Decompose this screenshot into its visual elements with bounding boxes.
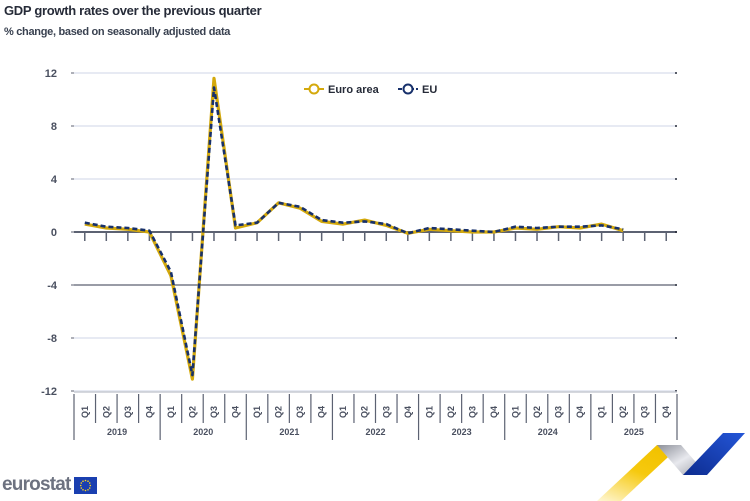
quarter-label: Q2 bbox=[274, 406, 284, 418]
quarter-label: Q1 bbox=[510, 406, 520, 418]
quarter-label: Q3 bbox=[554, 406, 564, 418]
y-tick-label: 12 bbox=[45, 68, 57, 80]
y-tick-label: 4 bbox=[51, 174, 58, 186]
legend-marker-icon bbox=[402, 83, 414, 95]
quarter-label: Q3 bbox=[640, 406, 650, 418]
quarter-label: Q1 bbox=[252, 406, 262, 418]
logo-text: eurostat bbox=[2, 474, 71, 495]
chart-subtitle: % change, based on seasonally adjusted d… bbox=[4, 26, 231, 38]
quarter-label: Q1 bbox=[338, 406, 348, 418]
quarter-label: Q3 bbox=[295, 406, 305, 418]
y-tick-label: -4 bbox=[47, 280, 58, 292]
quarter-label: Q4 bbox=[317, 406, 327, 418]
series-lines bbox=[84, 76, 624, 381]
year-label: 2025 bbox=[624, 427, 644, 437]
series-line-eu bbox=[84, 86, 624, 377]
year-label: 2023 bbox=[452, 427, 472, 437]
y-tick-label: -12 bbox=[41, 386, 57, 398]
quarter-label: Q2 bbox=[360, 406, 370, 418]
legend-label: EU bbox=[422, 84, 437, 96]
quarter-label: Q1 bbox=[424, 406, 434, 418]
quarter-label: Q1 bbox=[80, 406, 90, 418]
gridlines bbox=[71, 72, 677, 392]
legend-label: Euro area bbox=[328, 84, 380, 96]
quarter-label: Q2 bbox=[101, 406, 111, 418]
year-label: 2021 bbox=[279, 427, 299, 437]
quarter-label: Q4 bbox=[489, 406, 499, 418]
x-axis: Q1 Q2 Q3 Q4 Q1 Q2 Q3 Q4 Q1 Q2 Q3 Q4 Q1 Q2 Q3 Q4 Q1 Q2 Q3 Q4… bbox=[73, 391, 678, 440]
series-line-euro-area bbox=[84, 76, 624, 381]
quarter-label: Q4 bbox=[403, 406, 413, 418]
ribbon-decoration-icon bbox=[597, 433, 745, 501]
year-label: 2019 bbox=[107, 427, 127, 437]
quarter-label: Q4 bbox=[575, 406, 585, 418]
quarter-label: Q2 bbox=[532, 406, 542, 418]
quarter-label: Q2 bbox=[618, 406, 628, 418]
eurostat-logo: eurostat bbox=[2, 474, 97, 496]
quarter-label: Q2 bbox=[446, 406, 456, 418]
y-axis: 12 8 4 0 -4 -8 -12 bbox=[41, 68, 58, 398]
quarter-label: Q3 bbox=[467, 406, 477, 418]
eu-flag-icon bbox=[73, 476, 97, 494]
quarter-label: Q4 bbox=[661, 406, 671, 418]
quarter-label: Q3 bbox=[123, 406, 133, 418]
chart-title: GDP growth rates over the previous quart… bbox=[4, 3, 262, 18]
quarter-label: Q1 bbox=[597, 406, 607, 418]
legend-item-euro-area[interactable]: Euro area bbox=[304, 83, 380, 96]
legend-marker-icon bbox=[308, 83, 320, 95]
year-label: 2020 bbox=[193, 427, 213, 437]
quarter-label: Q3 bbox=[381, 406, 391, 418]
quarter-label: Q3 bbox=[209, 406, 219, 418]
legend-item-eu[interactable]: EU bbox=[398, 83, 437, 96]
quarter-label: Q1 bbox=[166, 406, 176, 418]
year-label: 2022 bbox=[365, 427, 385, 437]
y-tick-label: 8 bbox=[51, 121, 57, 133]
y-tick-label: -8 bbox=[47, 333, 57, 345]
year-label: 2024 bbox=[538, 427, 558, 437]
quarter-label: Q2 bbox=[187, 406, 197, 418]
quarter-label: Q4 bbox=[144, 406, 154, 418]
quarter-label: Q4 bbox=[231, 406, 241, 418]
y-tick-label: 0 bbox=[51, 227, 57, 239]
legend: Euro area EU bbox=[304, 83, 437, 96]
